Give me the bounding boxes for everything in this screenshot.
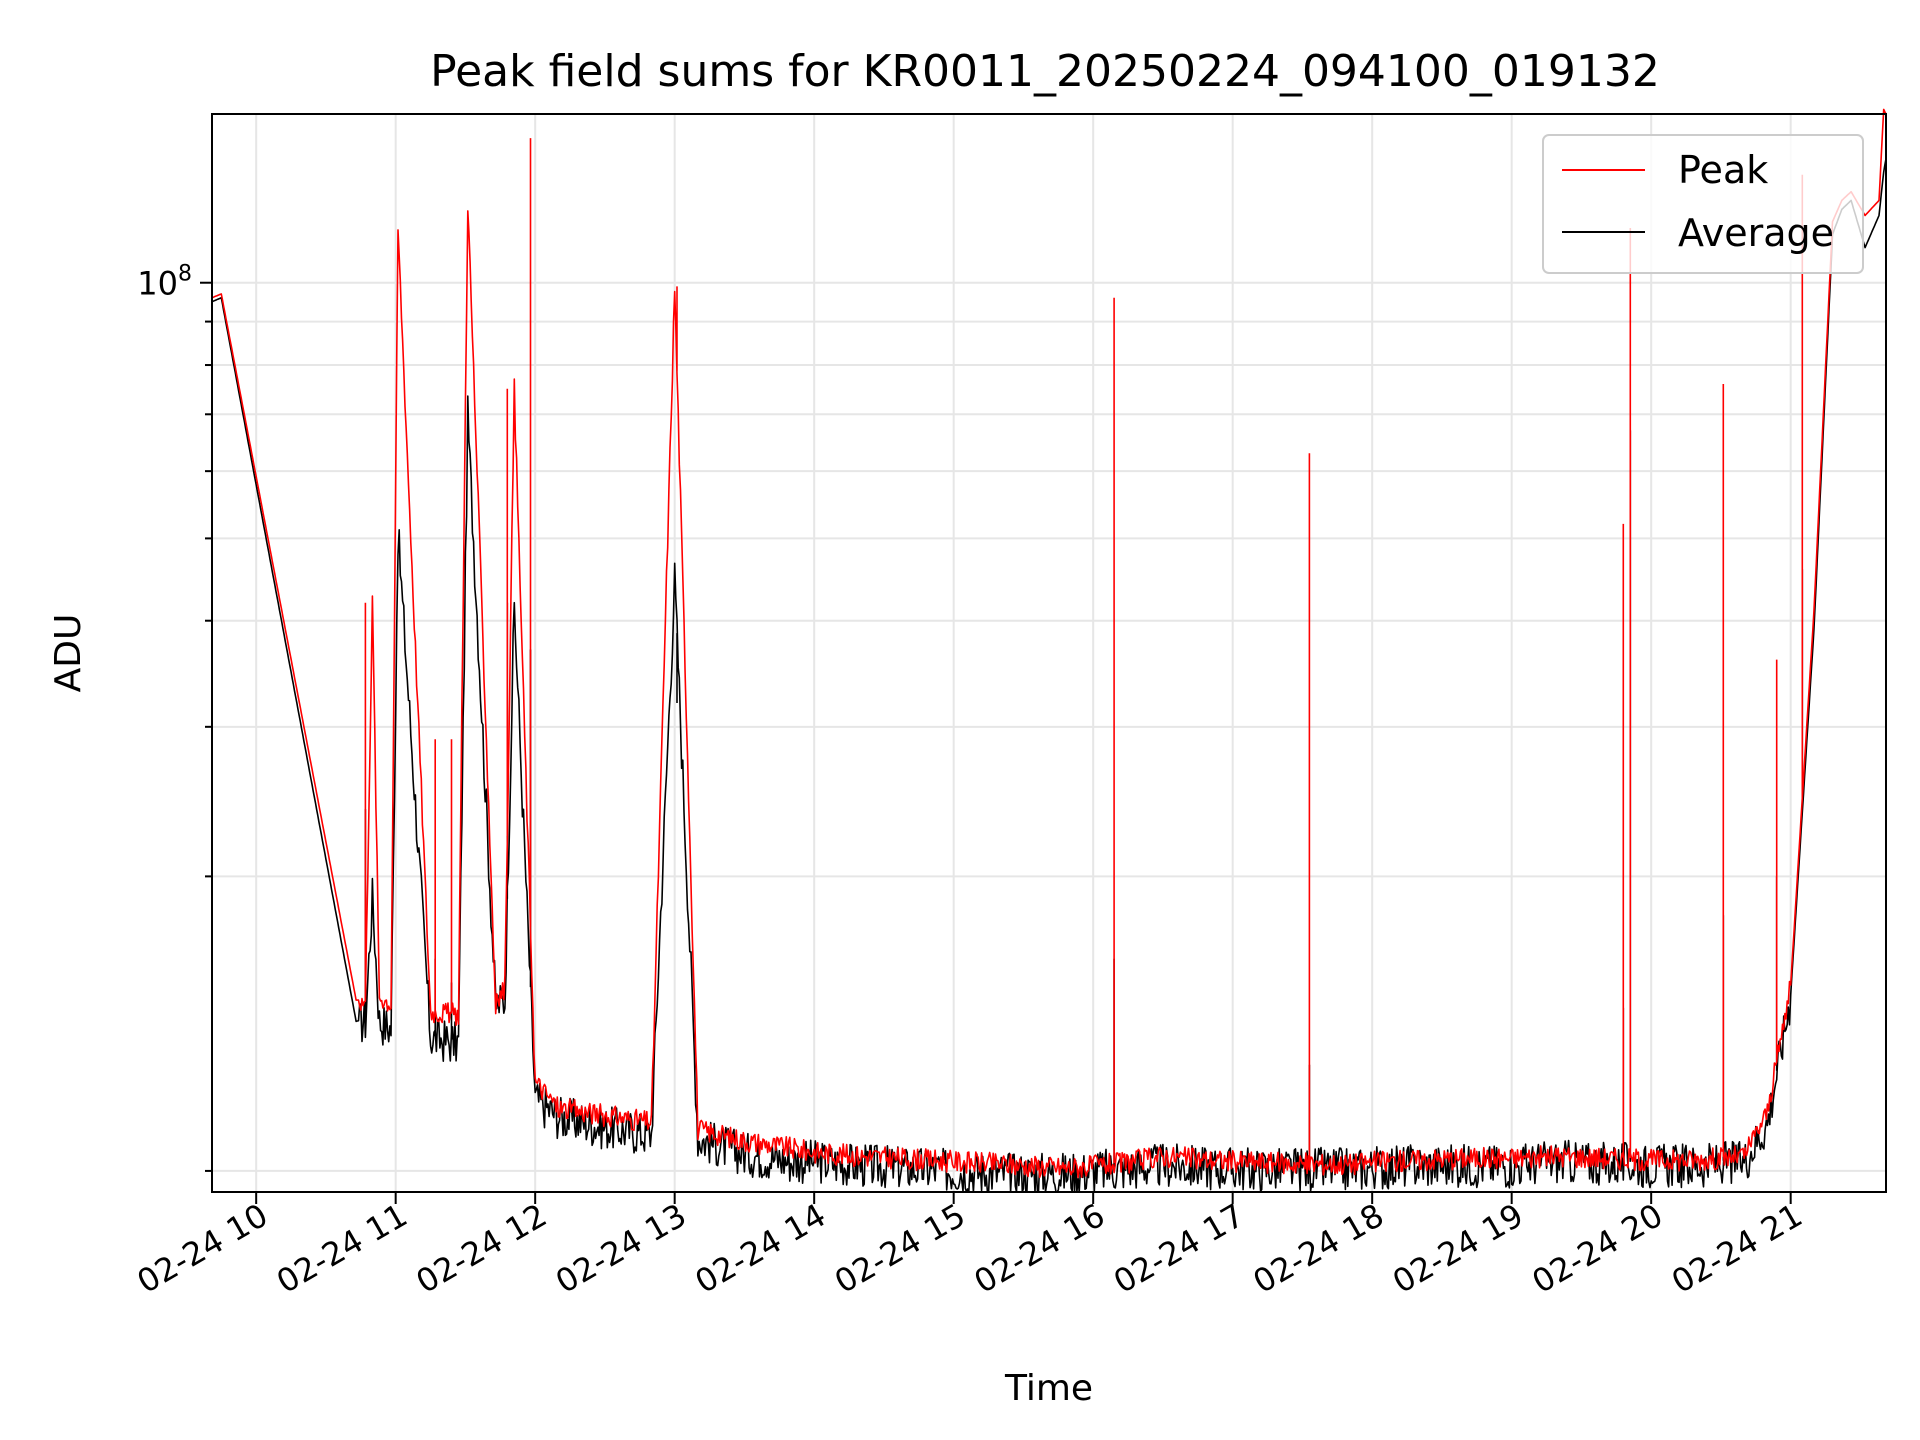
grid: [212, 114, 1886, 1192]
x-axis-label: Time: [1004, 1368, 1093, 1409]
legend: Peak Average: [1542, 134, 1864, 274]
y-axis-label: ADU: [48, 614, 89, 693]
legend-label-average: Average: [1678, 211, 1834, 255]
y-tick-label: 108: [137, 262, 192, 303]
y-ticks: 108: [137, 262, 212, 1172]
plot-lines: [211, 108, 1887, 1193]
plot-frame: [211, 113, 1887, 1193]
chart-title: Peak field sums for KR0011_20250224_0941…: [430, 46, 1660, 97]
legend-label-peak: Peak: [1678, 148, 1768, 192]
